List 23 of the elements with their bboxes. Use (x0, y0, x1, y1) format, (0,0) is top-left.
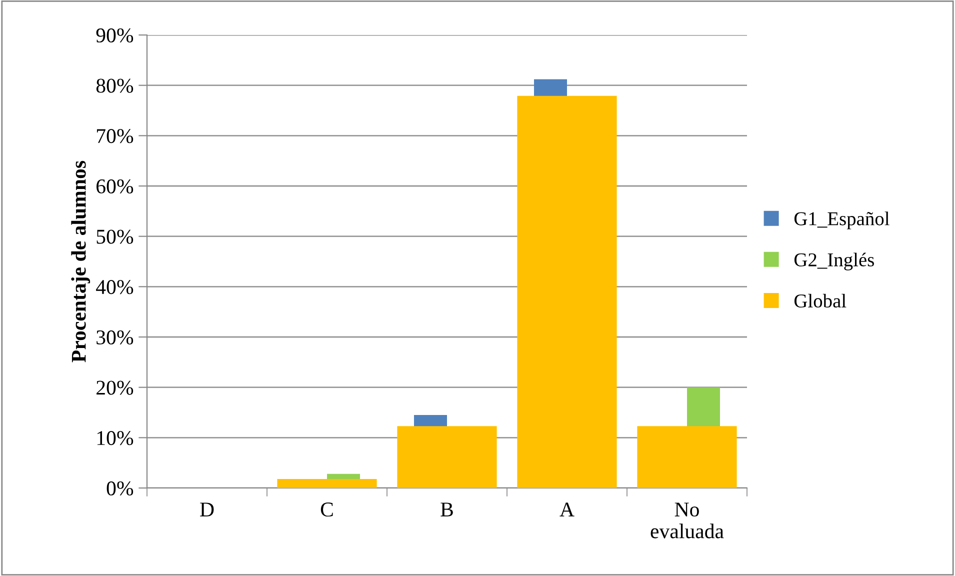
y-tick-label: 0% (106, 481, 134, 496)
y-tick-label: 70% (96, 129, 134, 144)
bar (637, 426, 737, 488)
y-tick-label: 90% (96, 28, 134, 42)
y-tick-label: 60% (96, 179, 134, 194)
legend-label: G1_Español (794, 212, 890, 230)
y-tick-label: 50% (96, 230, 134, 244)
legend-label: Global (794, 294, 846, 308)
x-tick-label: C (320, 502, 333, 517)
x-tick-label: B (440, 502, 453, 516)
bar (397, 426, 497, 488)
x-tick-label: No evaluada (650, 502, 724, 538)
y-tick-label: 40% (96, 280, 134, 294)
legend-label: G2_Inglés (794, 252, 874, 270)
y-tick-label: 20% (96, 380, 134, 395)
bar (277, 478, 377, 488)
y-tick-label: 30% (96, 330, 134, 344)
x-tick-label: D (200, 502, 214, 516)
x-tick-label: A (560, 502, 574, 516)
y-tick-label: 10% (97, 431, 134, 446)
bar (517, 96, 617, 488)
y-axis-title: Procentaje de alumnos (71, 160, 90, 362)
y-tick-label: 80% (96, 78, 134, 93)
